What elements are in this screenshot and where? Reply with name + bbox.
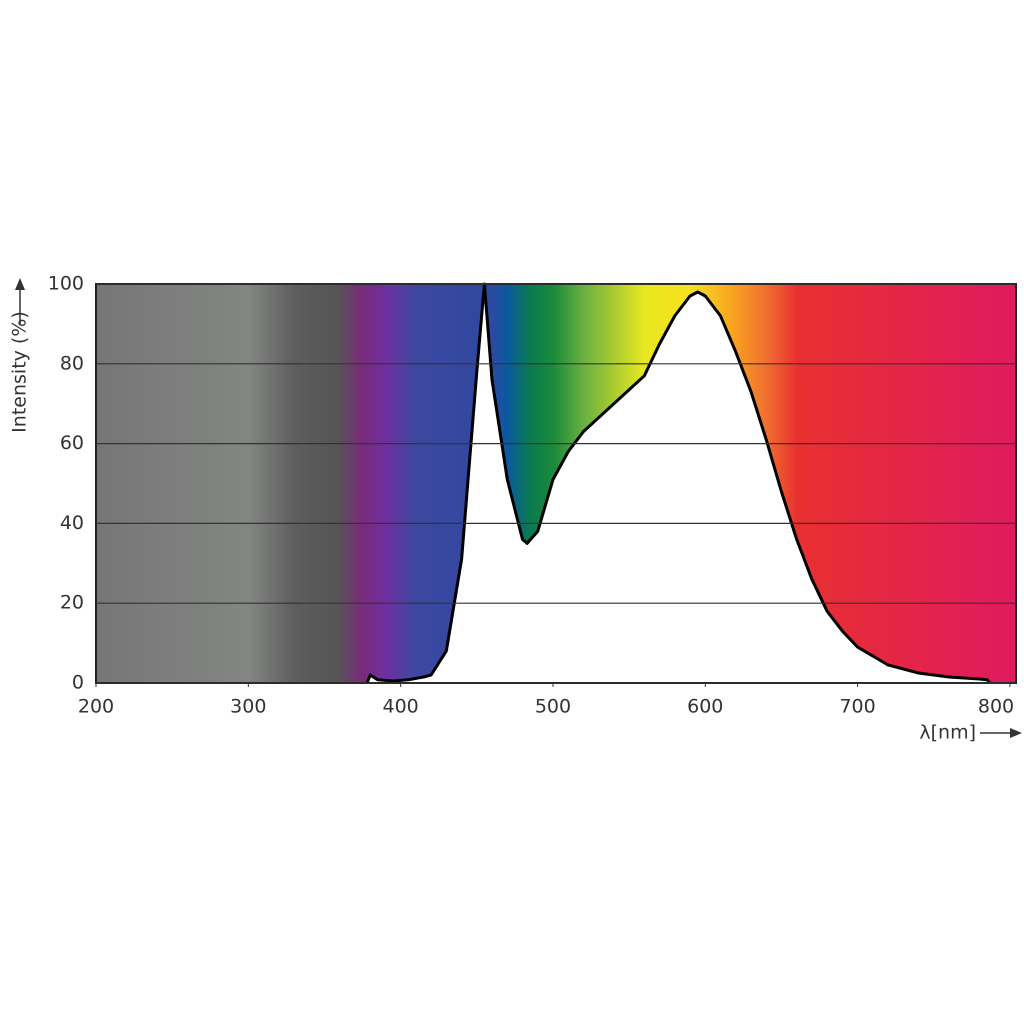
y-axis-label: Intensity (%) [9,311,31,433]
y-tick-label: 0 [72,672,84,694]
x-tick-label: 400 [383,696,419,718]
plot [365,282,992,685]
x-axis-label: λ[nm] [919,722,976,744]
x-tick-label: 800 [978,696,1014,718]
line [365,282,992,685]
y-tick-label: 80 [60,352,84,374]
x-tick-label: 200 [78,696,114,718]
y-tick-label: 40 [60,512,84,534]
y-tick-label: 20 [60,592,84,614]
x-tick-label: 700 [839,696,875,718]
x-tick-label: 600 [687,696,723,718]
area [367,284,991,683]
y-tick-label: 100 [48,273,84,295]
x-arrow-head [1010,728,1022,738]
x-tick-label: 300 [230,696,266,718]
y-tick-label: 60 [60,432,84,454]
y-arrow-head [15,278,25,290]
x-tick-label: 500 [535,696,571,718]
